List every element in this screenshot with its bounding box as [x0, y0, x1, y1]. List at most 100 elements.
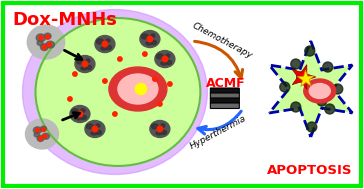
Ellipse shape: [33, 127, 41, 134]
Ellipse shape: [151, 34, 155, 37]
FancyBboxPatch shape: [210, 103, 239, 108]
Circle shape: [158, 102, 162, 106]
Ellipse shape: [101, 46, 107, 50]
FancyBboxPatch shape: [210, 88, 239, 94]
Circle shape: [162, 56, 168, 62]
Ellipse shape: [46, 41, 55, 48]
Ellipse shape: [37, 136, 44, 141]
Circle shape: [147, 36, 153, 42]
Circle shape: [135, 84, 146, 94]
Ellipse shape: [86, 65, 91, 70]
Ellipse shape: [166, 60, 171, 65]
Ellipse shape: [34, 132, 39, 137]
Ellipse shape: [141, 34, 149, 39]
Circle shape: [39, 36, 43, 40]
Ellipse shape: [95, 36, 115, 53]
Circle shape: [36, 129, 39, 132]
Ellipse shape: [309, 84, 330, 98]
Ellipse shape: [96, 130, 102, 135]
Polygon shape: [297, 70, 314, 86]
Ellipse shape: [23, 10, 207, 174]
FancyArrowPatch shape: [195, 41, 242, 78]
Ellipse shape: [151, 40, 157, 45]
Ellipse shape: [25, 119, 59, 149]
Circle shape: [77, 111, 83, 117]
Text: Hyperthermia: Hyperthermia: [188, 113, 248, 151]
Circle shape: [333, 84, 343, 94]
Ellipse shape: [27, 25, 65, 59]
Circle shape: [92, 126, 98, 132]
Circle shape: [82, 61, 88, 67]
Ellipse shape: [96, 39, 103, 44]
Circle shape: [291, 59, 301, 69]
Ellipse shape: [146, 42, 152, 45]
Circle shape: [41, 128, 45, 131]
Circle shape: [305, 46, 315, 56]
Circle shape: [291, 102, 301, 112]
Ellipse shape: [156, 132, 162, 135]
Ellipse shape: [40, 44, 48, 50]
Ellipse shape: [166, 54, 170, 57]
Ellipse shape: [81, 109, 85, 112]
Circle shape: [43, 134, 47, 138]
Ellipse shape: [70, 105, 90, 122]
Circle shape: [323, 62, 333, 72]
Circle shape: [39, 137, 42, 140]
Polygon shape: [292, 65, 316, 89]
Ellipse shape: [161, 124, 165, 127]
Text: Chemotherapy: Chemotherapy: [190, 21, 253, 61]
Circle shape: [325, 104, 335, 114]
Ellipse shape: [106, 45, 111, 50]
Circle shape: [307, 122, 317, 132]
Circle shape: [103, 79, 107, 83]
Circle shape: [153, 77, 157, 81]
Circle shape: [317, 96, 327, 106]
Ellipse shape: [150, 120, 170, 137]
Circle shape: [42, 45, 46, 49]
Ellipse shape: [44, 33, 51, 39]
Ellipse shape: [304, 79, 336, 103]
Ellipse shape: [118, 74, 158, 104]
Text: Dox-MNHs: Dox-MNHs: [12, 11, 117, 29]
Ellipse shape: [106, 39, 110, 42]
Circle shape: [280, 82, 290, 92]
Ellipse shape: [151, 124, 158, 129]
Ellipse shape: [91, 132, 97, 135]
Ellipse shape: [140, 31, 160, 48]
Circle shape: [46, 35, 50, 39]
FancyArrowPatch shape: [198, 111, 241, 134]
Ellipse shape: [86, 59, 90, 62]
Circle shape: [68, 97, 72, 101]
FancyBboxPatch shape: [210, 93, 239, 98]
Ellipse shape: [40, 126, 47, 131]
Ellipse shape: [81, 67, 87, 70]
Text: APOPTOSIS: APOPTOSIS: [267, 164, 352, 177]
Ellipse shape: [86, 124, 94, 129]
Ellipse shape: [96, 124, 100, 127]
Ellipse shape: [85, 120, 105, 137]
Text: ACMF: ACMF: [206, 77, 245, 90]
Circle shape: [118, 57, 122, 61]
Circle shape: [113, 112, 117, 116]
Circle shape: [47, 43, 51, 47]
Ellipse shape: [109, 67, 167, 111]
Ellipse shape: [35, 18, 200, 166]
Ellipse shape: [76, 59, 83, 64]
Circle shape: [157, 126, 163, 132]
Circle shape: [102, 41, 108, 47]
Ellipse shape: [71, 109, 79, 114]
Circle shape: [73, 72, 77, 76]
Ellipse shape: [75, 56, 95, 73]
Circle shape: [143, 52, 147, 56]
Ellipse shape: [155, 50, 175, 67]
Ellipse shape: [36, 34, 46, 42]
Ellipse shape: [37, 40, 43, 45]
Ellipse shape: [76, 117, 82, 120]
Circle shape: [297, 72, 307, 82]
Ellipse shape: [161, 130, 166, 135]
Ellipse shape: [82, 115, 86, 119]
Ellipse shape: [161, 62, 167, 65]
FancyBboxPatch shape: [210, 98, 239, 104]
Polygon shape: [269, 41, 352, 137]
Ellipse shape: [42, 133, 50, 139]
